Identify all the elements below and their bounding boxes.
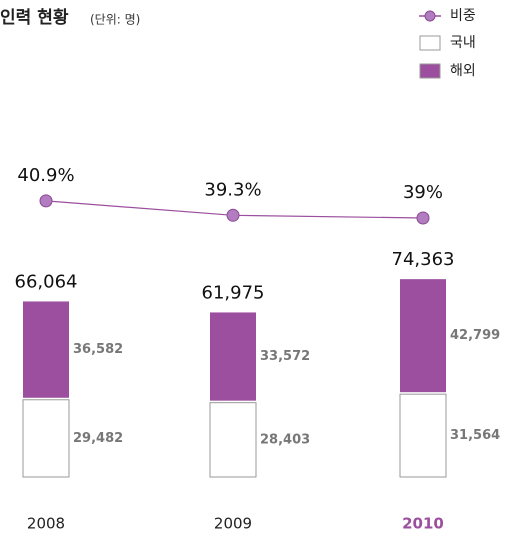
- segment-label: 28,403: [260, 432, 310, 447]
- segment-label: 42,799: [450, 328, 500, 343]
- share-point: [226, 208, 240, 222]
- bar-segment: [210, 312, 256, 401]
- legend-marker: [424, 10, 436, 22]
- x-tick-label: 2008: [27, 515, 65, 533]
- share-point: [39, 194, 53, 208]
- segment-label: 33,572: [260, 349, 310, 364]
- bar-segment: [22, 399, 70, 478]
- x-tick-label: 2010: [402, 515, 444, 533]
- share-label: 39%: [403, 182, 443, 203]
- x-tick-label: 2009: [214, 515, 252, 533]
- chart-subtitle: (단위: 명): [90, 13, 140, 27]
- segment-label: 29,482: [73, 431, 123, 446]
- legend-label: 해외: [450, 63, 476, 79]
- bar-segment: [209, 402, 257, 478]
- chart-title: 인력 현황: [0, 8, 69, 28]
- legend-swatch: [419, 35, 441, 51]
- bar-segment: [400, 279, 446, 393]
- segment-label: 36,582: [73, 342, 123, 357]
- share-label: 40.9%: [17, 165, 74, 186]
- total-label: 66,064: [15, 271, 78, 292]
- legend-label: 국내: [450, 35, 476, 51]
- share-label: 39.3%: [204, 179, 261, 200]
- total-label: 74,363: [392, 249, 455, 270]
- share-point: [416, 211, 430, 225]
- bar-segment: [23, 301, 69, 398]
- segment-label: 31,564: [450, 428, 500, 443]
- bar-segment: [399, 393, 447, 478]
- legend-swatch: [419, 63, 441, 79]
- total-label: 61,975: [202, 282, 265, 303]
- legend-label: 비중: [450, 8, 476, 24]
